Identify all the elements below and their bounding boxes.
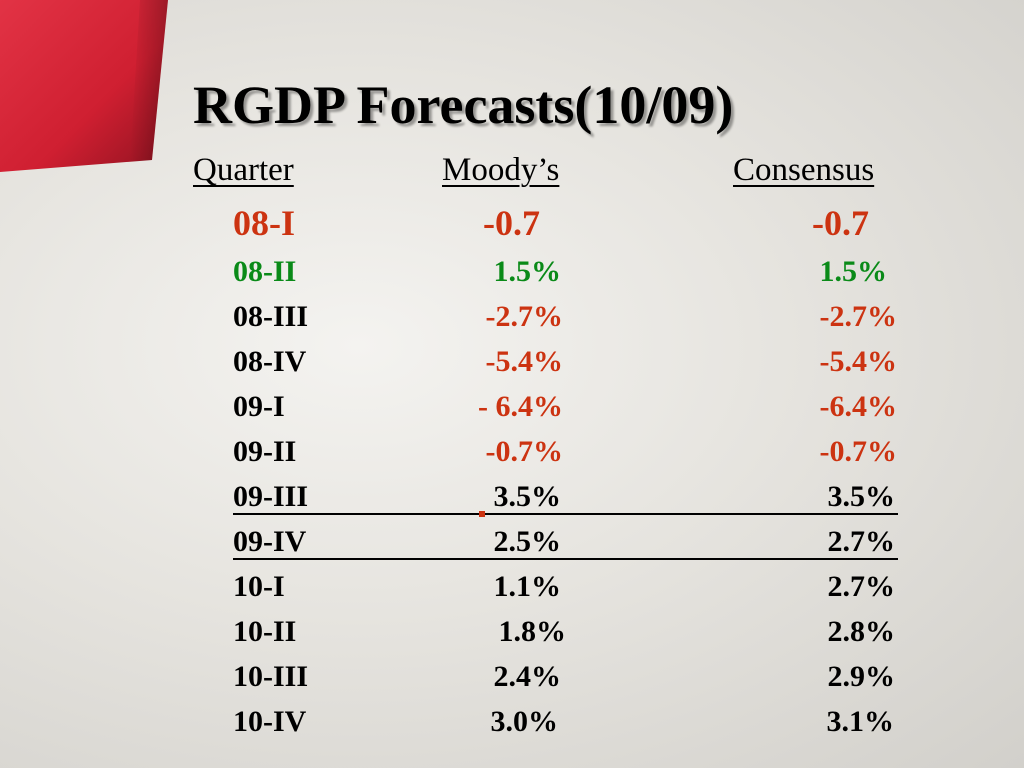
moodys-value: 1.5%: [493, 255, 562, 288]
slide-title: RGDP Forecasts(10/09): [193, 75, 734, 135]
moodys-value: 1.1%: [493, 570, 562, 603]
separator-line: [233, 558, 898, 560]
consensus-value: 3.1%: [826, 705, 895, 738]
red-corner-decoration: [0, 0, 168, 172]
quarter-cell: 10-I: [233, 570, 285, 603]
consensus-value: 2.7%: [827, 525, 896, 558]
consensus-value: -0.7%: [819, 435, 898, 468]
quarter-cell: 08-III: [233, 300, 309, 333]
consensus-value: 2.9%: [827, 660, 896, 693]
moodys-value: -0.7%: [485, 435, 564, 468]
moodys-value: -5.4%: [485, 345, 564, 378]
consensus-value: -2.7%: [819, 300, 898, 333]
separator-line: [233, 513, 898, 515]
quarter-cell: 10-III: [233, 660, 309, 693]
moodys-value: - 6.4%: [478, 390, 563, 423]
quarter-cell: 10-IV: [233, 705, 307, 738]
consensus-value: 1.5%: [819, 255, 888, 288]
quarter-cell: 09-II: [233, 435, 297, 468]
quarter-cell: 09-IV: [233, 525, 307, 558]
moodys-value: -2.7%: [485, 300, 564, 333]
quarter-cell: 09-I: [233, 390, 285, 423]
moodys-column-header: Moody’s: [442, 152, 560, 188]
quarter-column-header: Quarter: [193, 152, 294, 188]
moodys-value: -0.7: [483, 203, 540, 243]
quarter-cell: 08-I: [233, 203, 295, 243]
consensus-column-header: Consensus: [733, 152, 875, 188]
moodys-value: 3.0%: [490, 705, 559, 738]
red-mark: [479, 511, 485, 517]
moodys-value: 2.4%: [493, 660, 562, 693]
moodys-value: 2.5%: [493, 525, 562, 558]
consensus-value: -5.4%: [819, 345, 898, 378]
consensus-value: 2.8%: [827, 615, 896, 648]
quarter-cell: 10-II: [233, 615, 297, 648]
quarter-cell: 08-II: [233, 255, 297, 288]
consensus-value: 2.7%: [827, 570, 896, 603]
quarter-cell: 08-IV: [233, 345, 307, 378]
quarter-cell: 09-III: [233, 480, 309, 513]
consensus-value: -6.4%: [819, 390, 898, 423]
moodys-value: 3.5%: [493, 480, 562, 513]
consensus-value: 3.5%: [827, 480, 896, 513]
consensus-value: -0.7: [812, 203, 869, 243]
moodys-value: 1.8%: [498, 615, 567, 648]
